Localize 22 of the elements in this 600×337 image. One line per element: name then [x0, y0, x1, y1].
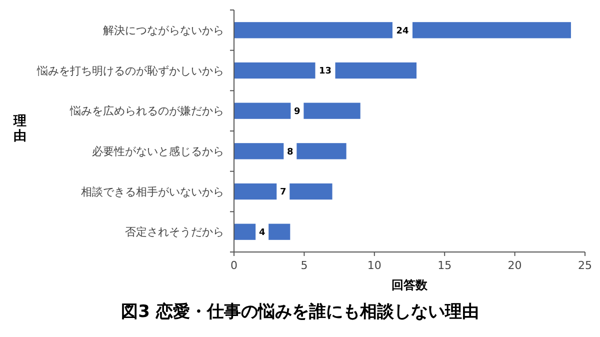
y-axis-title: 理由: [12, 114, 26, 144]
data-label: 13: [318, 66, 332, 77]
y-tick-label: 必要性がないと感じるから: [92, 145, 224, 158]
x-tick-label: 10: [367, 259, 382, 272]
y-tick-label: 解決につながらないから: [103, 24, 224, 38]
y-tick-label: 否定されそうだから: [125, 226, 224, 239]
bar: [234, 22, 571, 38]
data-label: 24: [396, 26, 409, 36]
data-label: 9: [294, 106, 300, 117]
y-tick-label: 悩みを打ち明けるのが恥ずかしいから: [36, 64, 224, 78]
y-tick-label: 悩みを広められるのが嫌だから: [69, 104, 224, 118]
x-tick-label: 15: [438, 259, 452, 272]
data-label: 4: [258, 228, 266, 238]
x-axis-title: 回答数: [392, 278, 428, 292]
data-label: 7: [280, 188, 286, 198]
text: 図3 恋愛・仕事の悩みを誰にも相談しない理由: [121, 302, 479, 322]
y-tick-label: 相談できる相手がいないから: [81, 185, 224, 198]
x-tick-label: 25: [578, 259, 592, 272]
data-label: 8: [287, 147, 294, 158]
x-tick-label: 0: [230, 259, 238, 272]
x-tick-label: 5: [300, 259, 308, 272]
x-tick-label: 20: [508, 259, 522, 272]
